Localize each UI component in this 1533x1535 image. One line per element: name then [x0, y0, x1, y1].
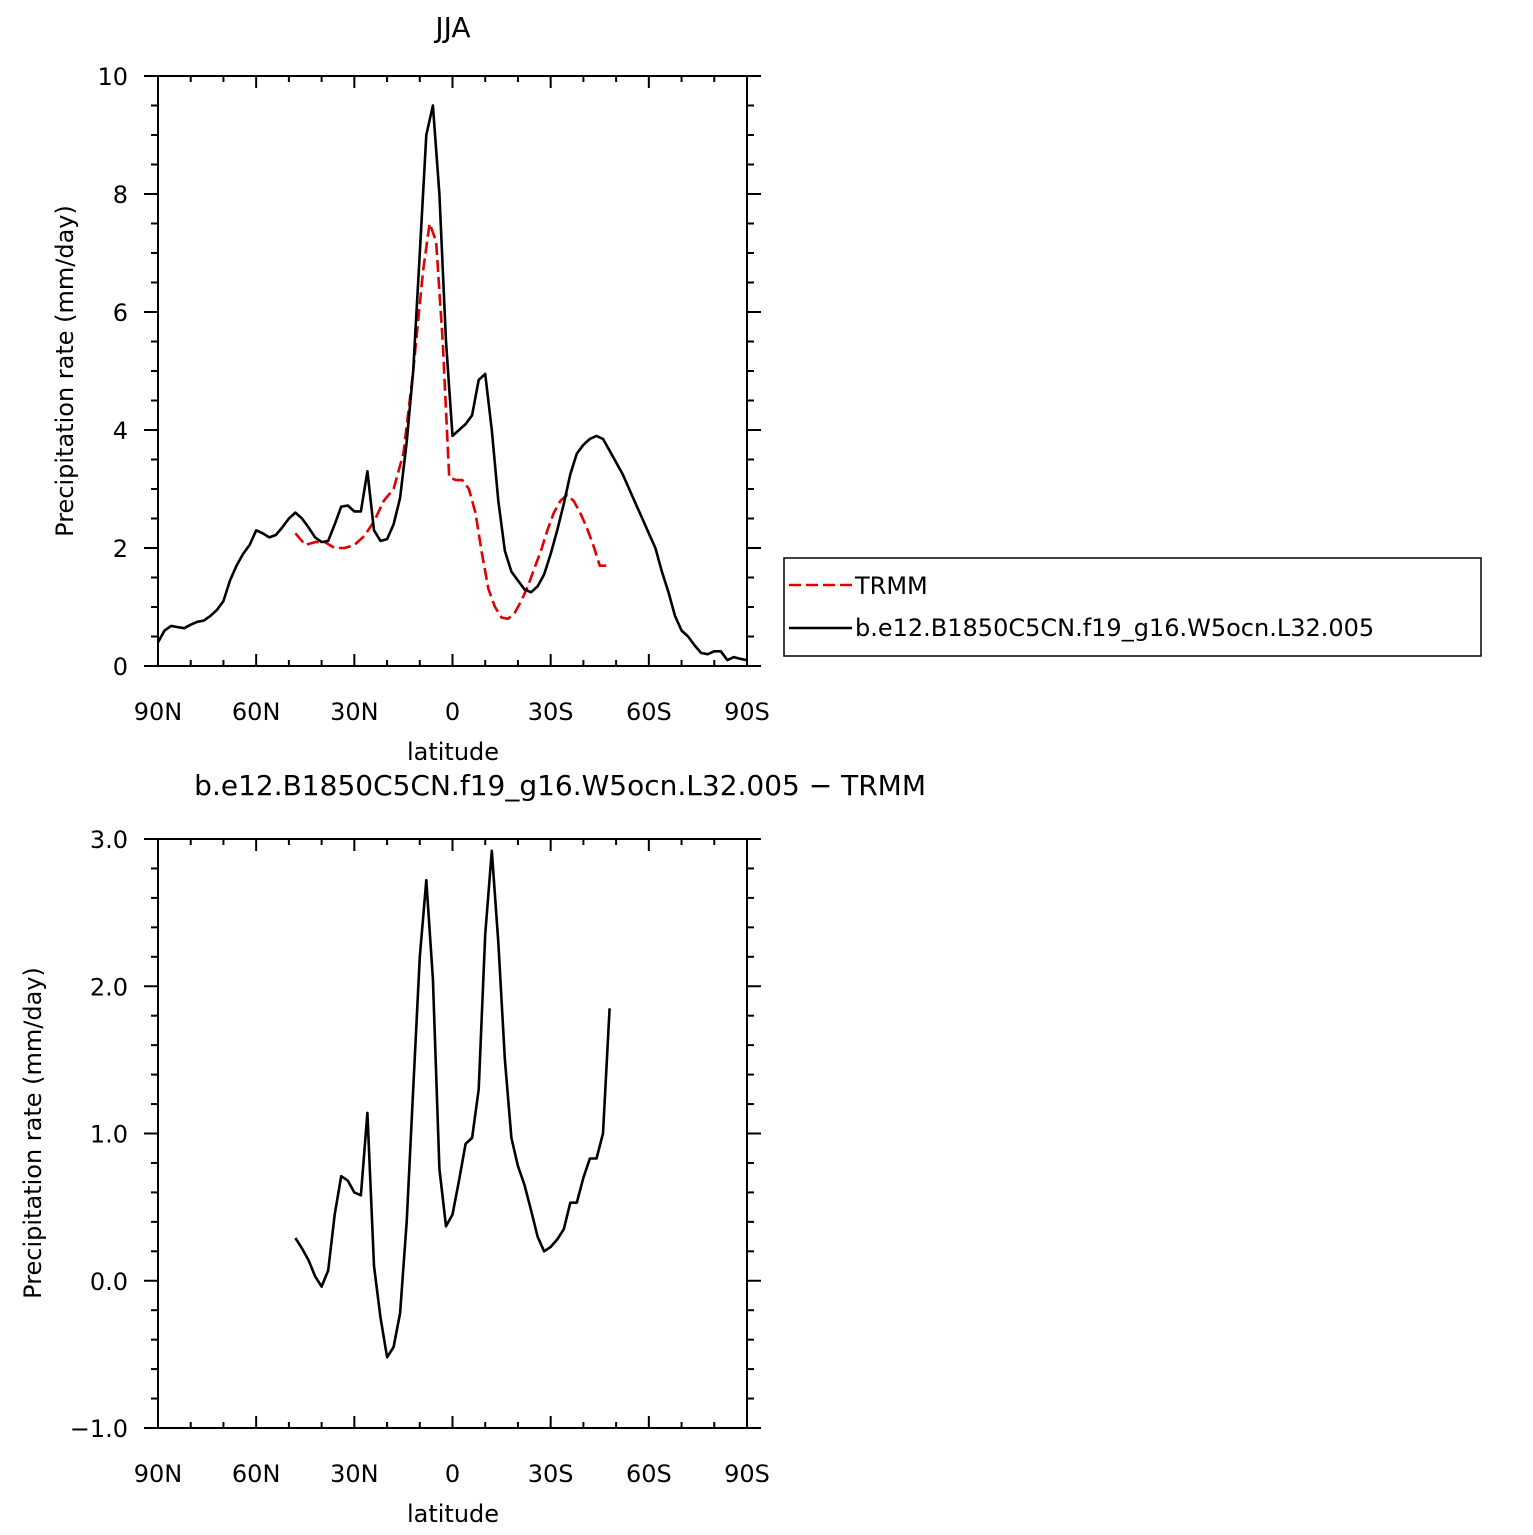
bottom-x-axis-label: latitude: [407, 1500, 499, 1528]
top-chart-title: JJA: [433, 11, 470, 44]
x-tick-label: 90N: [134, 1460, 183, 1488]
series-line-panel-1-0: [294, 849, 611, 1359]
bottom-panel: b.e12.B1850C5CN.f19_g16.W5ocn.L32.005 − …: [19, 769, 926, 1528]
x-tick-label: 30S: [528, 698, 574, 726]
y-tick-label: 0.0: [90, 1268, 128, 1296]
x-tick-label: 0: [445, 698, 460, 726]
legend-label-trmm: TRMM: [854, 572, 928, 600]
y-tick-label: 4: [113, 417, 128, 445]
y-tick-label: 10: [97, 63, 128, 91]
top-ticks: 90N 60N 30N 0 30S 60S 90S 0 2 4 6 8 10: [97, 63, 769, 726]
y-tick-label: −1.0: [70, 1415, 128, 1443]
top-x-axis-label: latitude: [407, 738, 499, 766]
top-series: [156, 104, 748, 662]
bottom-ticks: 90N 60N 30N 0 30S 60S 90S −1.0 0.0 1.0 2.0 3.0: [70, 826, 770, 1488]
legend-box: [783, 557, 1482, 657]
bottom-plot-frame: [157, 838, 748, 1429]
y-tick-label: 0: [113, 653, 128, 681]
x-tick-label: 90S: [724, 698, 770, 726]
x-tick-label: 0: [445, 1460, 460, 1488]
bottom-chart-title: b.e12.B1850C5CN.f19_g16.W5ocn.L32.005 − …: [194, 769, 926, 802]
x-tick-label: 60N: [232, 1460, 281, 1488]
top-plot-frame: [157, 75, 748, 667]
x-tick-label: 60S: [626, 1460, 672, 1488]
x-tick-label: 90S: [724, 1460, 770, 1488]
x-tick-label: 60S: [626, 698, 672, 726]
bottom-y-axis-label: Precipitation rate (mm/day): [19, 967, 47, 1299]
y-tick-label: 8: [113, 181, 128, 209]
top-y-axis-label: Precipitation rate (mm/day): [51, 205, 79, 537]
y-tick-label: 6: [113, 299, 128, 327]
series-line-trmm: [294, 222, 610, 621]
y-tick-label: 1.0: [90, 1121, 128, 1149]
x-tick-label: 30S: [528, 1460, 574, 1488]
series-line-b-e12-b1850c5cn-f19-g16-w5ocn-l32-005: [156, 104, 748, 662]
bottom-series: [294, 849, 611, 1359]
x-tick-label: 60N: [232, 698, 281, 726]
x-tick-label: 30N: [330, 1460, 379, 1488]
y-tick-label: 2.0: [90, 973, 128, 1001]
x-tick-label: 90N: [134, 698, 183, 726]
legend: TRMM b.e12.B1850C5CN.f19_g16.W5ocn.L32.0…: [783, 557, 1482, 657]
y-tick-label: 2: [113, 535, 128, 563]
y-tick-label: 3.0: [90, 826, 128, 854]
legend-label-model: b.e12.B1850C5CN.f19_g16.W5ocn.L32.005: [855, 614, 1374, 642]
x-tick-label: 30N: [330, 698, 379, 726]
